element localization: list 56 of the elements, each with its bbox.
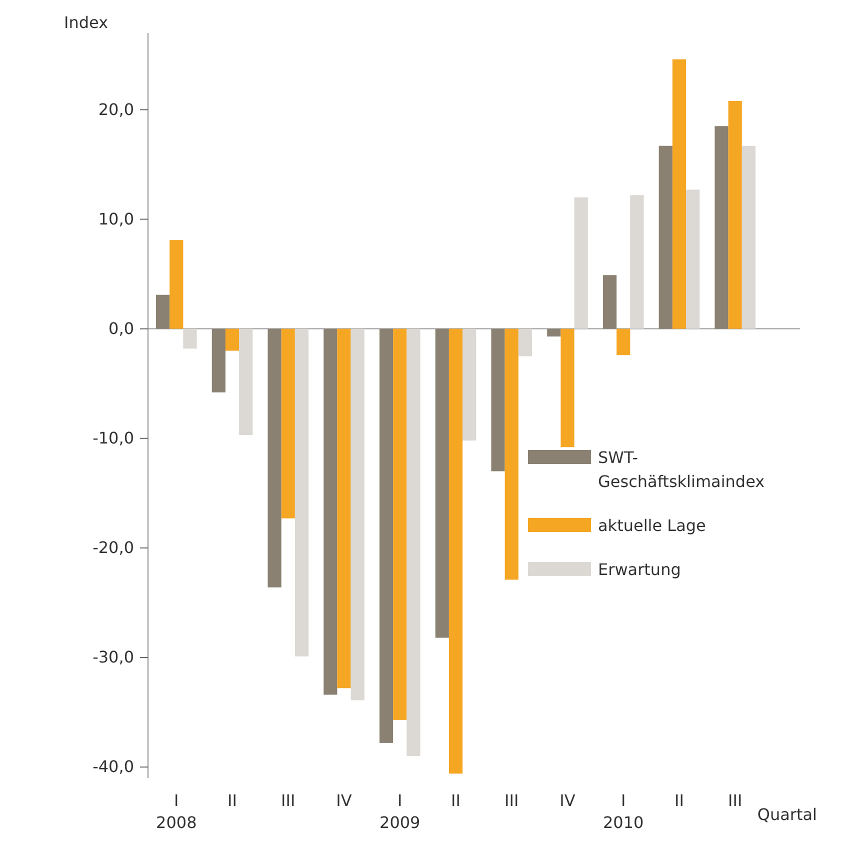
- x-tick-label: III: [504, 791, 519, 810]
- legend-label: Erwartung: [598, 560, 681, 579]
- bar: [281, 328, 295, 518]
- y-tick-label: 0,0: [108, 318, 134, 338]
- x-tick-label: III: [728, 791, 742, 810]
- bar: [672, 59, 686, 329]
- y-tick-label: -40,0: [92, 757, 134, 776]
- bar: [212, 328, 226, 392]
- bar: [630, 195, 644, 329]
- legend-label: SWT- Geschäftsklimaindex: [598, 448, 765, 491]
- bar: [350, 328, 364, 700]
- bar: [658, 146, 672, 329]
- bar: [324, 328, 338, 695]
- x-tick-label: II: [451, 791, 460, 810]
- bar: [268, 328, 282, 588]
- bar: [379, 328, 394, 743]
- x-axis-title: Quartal: [757, 805, 817, 824]
- bar: [518, 328, 532, 356]
- y-tick-label: 10,0: [98, 209, 134, 228]
- bar: [170, 240, 184, 329]
- y-tick-label: -10,0: [92, 428, 134, 448]
- y-tick-label: -30,0: [92, 648, 134, 667]
- x-tick-label: II: [228, 791, 237, 810]
- bar: [337, 328, 351, 688]
- bar: [406, 328, 420, 756]
- bar: [294, 328, 309, 656]
- y-axis-title: Index: [64, 13, 108, 32]
- bar: [435, 328, 449, 638]
- x-tick-label: II: [674, 791, 684, 810]
- bar: [742, 146, 756, 329]
- bar: [462, 328, 476, 441]
- bar: [728, 100, 742, 329]
- bar: [602, 275, 617, 329]
- x-tick-label: I 2010: [603, 791, 644, 832]
- bar: [714, 126, 728, 329]
- y-tick-label: 20,0: [98, 100, 134, 119]
- bar: [183, 328, 197, 349]
- y-tick-label: -20,0: [92, 538, 134, 558]
- bar: [448, 328, 463, 774]
- x-tick-label: I 2008: [156, 791, 197, 832]
- legend-label: aktuelle Lage: [598, 516, 706, 535]
- bar: [616, 328, 630, 356]
- bar: [393, 328, 407, 720]
- bar: [547, 328, 561, 336]
- bar: [225, 328, 240, 351]
- x-tick-label: III: [281, 791, 296, 810]
- bar: [239, 328, 253, 436]
- bar: [504, 328, 518, 580]
- bar: [156, 294, 170, 329]
- bar: [574, 197, 588, 329]
- x-tick-label: IV: [336, 791, 352, 810]
- x-tick-label: I 2009: [380, 791, 420, 832]
- bar: [686, 190, 700, 329]
- bar: [560, 328, 574, 448]
- x-tick-label: IV: [560, 791, 576, 810]
- bar: [491, 328, 505, 472]
